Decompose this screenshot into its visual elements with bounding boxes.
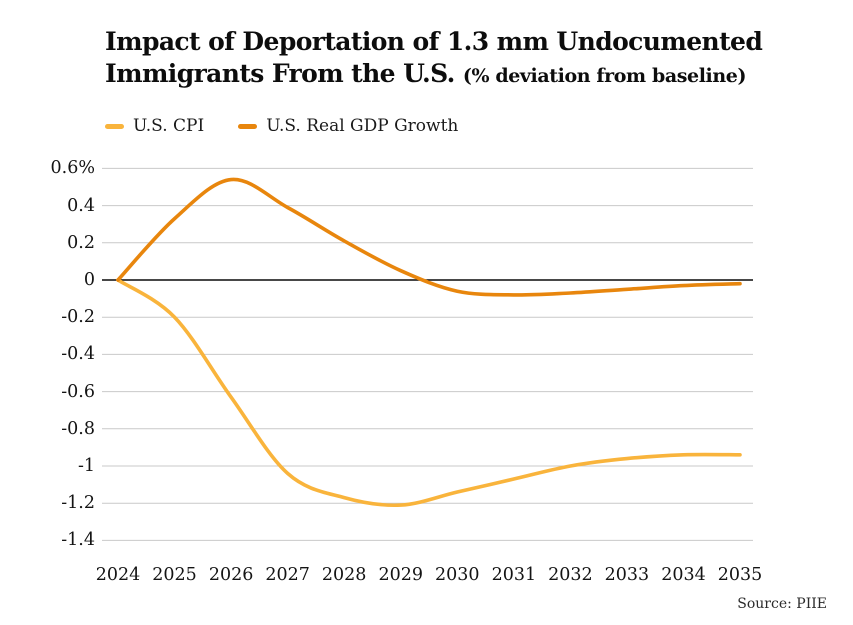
x-axis-tick-label: 2024 [95,565,141,585]
series-line-u-s-real-gdp-growth [116,177,742,297]
chart-title-line1: Impact of Deportation of 1.3 mm Undocume… [105,27,763,56]
y-axis-tick-label: -0.4 [61,344,95,365]
x-axis-tick-label: 2025 [152,565,197,585]
y-axis-tick-label: 0.2 [67,232,95,253]
x-axis-tick-label: 2029 [378,565,424,585]
y-axis-tick-label: -1.4 [61,530,95,551]
legend-label-gdp: U.S. Real GDP Growth [266,116,459,136]
y-axis-tick-label: -0.6 [61,381,95,402]
y-axis-tick-label: 0.4 [67,195,95,216]
y-axis-tick-label: 0.6% [50,158,95,179]
series-line-u-s-cpi [116,278,742,508]
gdp-line-swatch-icon [238,123,258,129]
x-axis-tick-label: 2034 [661,565,706,585]
chart-title: Impact of Deportation of 1.3 mm Undocume… [105,26,805,92]
cpi-line-swatch-icon [105,123,124,129]
x-axis-tick-label: 2032 [548,565,593,585]
x-axis-tick-label: 2035 [717,565,763,585]
y-axis-tick-label: -0.8 [61,418,95,439]
x-axis-tick-label: 2031 [491,565,537,585]
legend-label-cpi: U.S. CPI [133,116,205,136]
x-axis-tick-label: 2030 [435,565,480,585]
x-axis-tick-label: 2027 [265,565,310,585]
x-axis-tick-label: 2033 [604,565,650,585]
chart-title-line2: Immigrants From the U.S. [105,59,455,88]
legend: U.S. CPI U.S. Real GDP Growth [105,115,458,137]
chart-subtitle: (% deviation from baseline) [462,65,747,87]
y-axis-tick-label: -0.2 [61,307,95,328]
y-axis-tick-label: 0 [83,270,95,290]
x-axis-tick-label: 2026 [208,565,254,585]
legend-item-gdp: U.S. Real GDP Growth [238,116,458,136]
source-note: Source: PIIE [737,596,827,612]
legend-item-cpi: U.S. CPI [105,116,204,136]
x-axis-tick-label: 2028 [321,565,367,585]
y-axis-tick-label: -1 [77,456,95,476]
y-axis-tick-label: -1.2 [61,493,95,514]
